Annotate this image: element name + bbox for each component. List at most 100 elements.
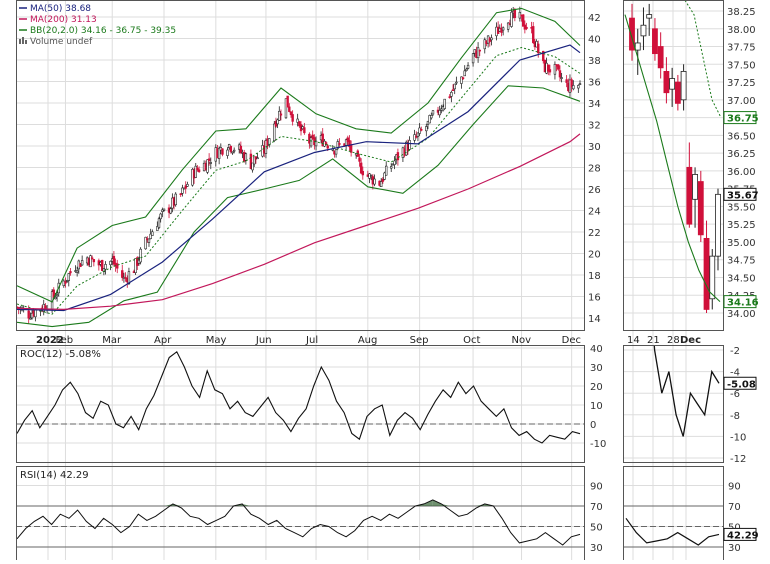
candle-down xyxy=(346,137,349,143)
candle-down xyxy=(537,43,540,54)
candle-down xyxy=(92,259,96,263)
last-price-tag-box xyxy=(723,187,757,201)
zoom-roc-line xyxy=(653,345,720,437)
volume-icon-bar xyxy=(19,39,21,44)
candle-down xyxy=(338,143,341,145)
zoom-candle-down xyxy=(652,28,658,55)
candle-up xyxy=(67,273,70,281)
zoom-y-tick-label: 36.25 xyxy=(727,149,756,160)
year-label: 2022 xyxy=(36,335,64,346)
price-legend: MA(50) 38.68 MA(200) 31.13 BB(20,2.0) 34… xyxy=(19,4,176,47)
price-y-tick-label: 30 xyxy=(588,142,601,153)
candle-down xyxy=(420,128,423,131)
candle-up xyxy=(334,149,338,155)
zoom-rsi-y-tick-label: 90 xyxy=(728,482,741,493)
zoom-price-panel xyxy=(624,0,722,313)
candle-up xyxy=(379,181,383,187)
axis-labels: 14161820222426283032343638404234.0034.25… xyxy=(36,7,756,554)
candle-up xyxy=(186,184,189,187)
candle-down xyxy=(64,281,67,284)
candle-down xyxy=(279,113,283,116)
candle-down xyxy=(396,152,400,161)
zoom-candle-up xyxy=(692,174,698,200)
zoom-bb-middle-line xyxy=(684,0,722,118)
candle-down xyxy=(547,64,550,72)
candle-down xyxy=(286,95,289,108)
price-y-tick-label: 24 xyxy=(588,207,601,218)
zoom-y-tick-label: 34.50 xyxy=(727,273,756,284)
candle-up xyxy=(471,53,475,64)
zoom-rsi-y-tick-label: 30 xyxy=(728,543,741,554)
candle-up xyxy=(393,160,396,165)
candle-down xyxy=(90,257,94,260)
candle-up xyxy=(209,162,212,164)
candle-down xyxy=(570,79,573,88)
candle-up xyxy=(455,81,458,84)
candle-up xyxy=(276,119,279,125)
price-y-tick-label: 38 xyxy=(588,56,601,67)
zoom-candle-up xyxy=(646,14,653,19)
candle-up xyxy=(284,98,288,119)
candle-up xyxy=(206,159,209,173)
rsi-value-tag-box xyxy=(723,527,757,541)
bb-legend-label: BB(20,2.0) 34.16 - 36.75 - 39.35 xyxy=(30,26,176,36)
candle-up xyxy=(408,140,411,150)
candle-up xyxy=(431,110,435,115)
candle-down xyxy=(548,69,552,73)
candle-up xyxy=(572,85,575,90)
rsi-overbought-fill xyxy=(242,503,251,506)
zoom-y-tick-label: 34.75 xyxy=(727,256,756,267)
zoom-y-tick-label: 38.25 xyxy=(727,7,756,18)
candle-up xyxy=(217,147,221,159)
candle-down xyxy=(196,167,199,171)
candle-up xyxy=(369,175,373,177)
roc-value-tag-box xyxy=(723,376,757,390)
zoom-y-tick-label: 34.00 xyxy=(727,309,756,320)
candle-up xyxy=(278,110,281,121)
price-y-tick-label: 40 xyxy=(588,35,601,46)
candle-up xyxy=(483,39,486,50)
price-y-tick-label: 34 xyxy=(588,99,601,110)
roc-y-tick-label: 30 xyxy=(590,363,603,374)
candle-up xyxy=(232,149,236,152)
zoom-candle-up xyxy=(634,42,641,51)
candle-up xyxy=(194,165,197,178)
rsi-y-tick-label: 90 xyxy=(590,482,603,493)
rsi-y-tick-label: 70 xyxy=(590,502,603,513)
candle-up xyxy=(244,153,248,161)
candle-down xyxy=(303,127,306,134)
month-label: Jun xyxy=(255,335,272,346)
ma50-legend-label: MA(50) 38.68 xyxy=(30,4,91,14)
candle-up xyxy=(296,118,299,123)
candle-up xyxy=(54,297,57,300)
price-y-tick-label: 42 xyxy=(588,13,601,24)
candle-down xyxy=(291,114,294,122)
candle-down xyxy=(184,185,187,189)
candle-down xyxy=(69,271,72,274)
price-y-tick-label: 16 xyxy=(588,293,601,304)
candle-up xyxy=(162,208,166,211)
candle-down xyxy=(101,259,104,271)
roc-y-tick-label: 0 xyxy=(590,420,596,431)
roc-value-tag-text: -5.08 xyxy=(727,379,756,390)
candle-down xyxy=(207,158,211,161)
candle-up xyxy=(438,110,441,116)
zoom-roc-frame xyxy=(623,345,724,463)
zoom-candle-down xyxy=(674,81,681,104)
zoom-x-label: Dec xyxy=(680,335,701,346)
candle-down xyxy=(565,79,568,83)
price-panel xyxy=(16,6,582,328)
zoom-roc-y-tick-label: -12 xyxy=(730,454,746,465)
candle-down xyxy=(239,145,243,153)
candle-down xyxy=(525,26,528,29)
candle-up xyxy=(161,209,164,212)
candle-up xyxy=(151,231,154,236)
candle-down xyxy=(298,121,301,127)
candle-down xyxy=(358,157,361,162)
zoom-candle-up xyxy=(640,24,647,37)
ma50-line xyxy=(16,44,581,312)
candle-up xyxy=(156,226,159,231)
bb-mid-tag-box xyxy=(723,111,757,125)
candle-up xyxy=(506,22,510,30)
candle-down xyxy=(542,50,545,62)
